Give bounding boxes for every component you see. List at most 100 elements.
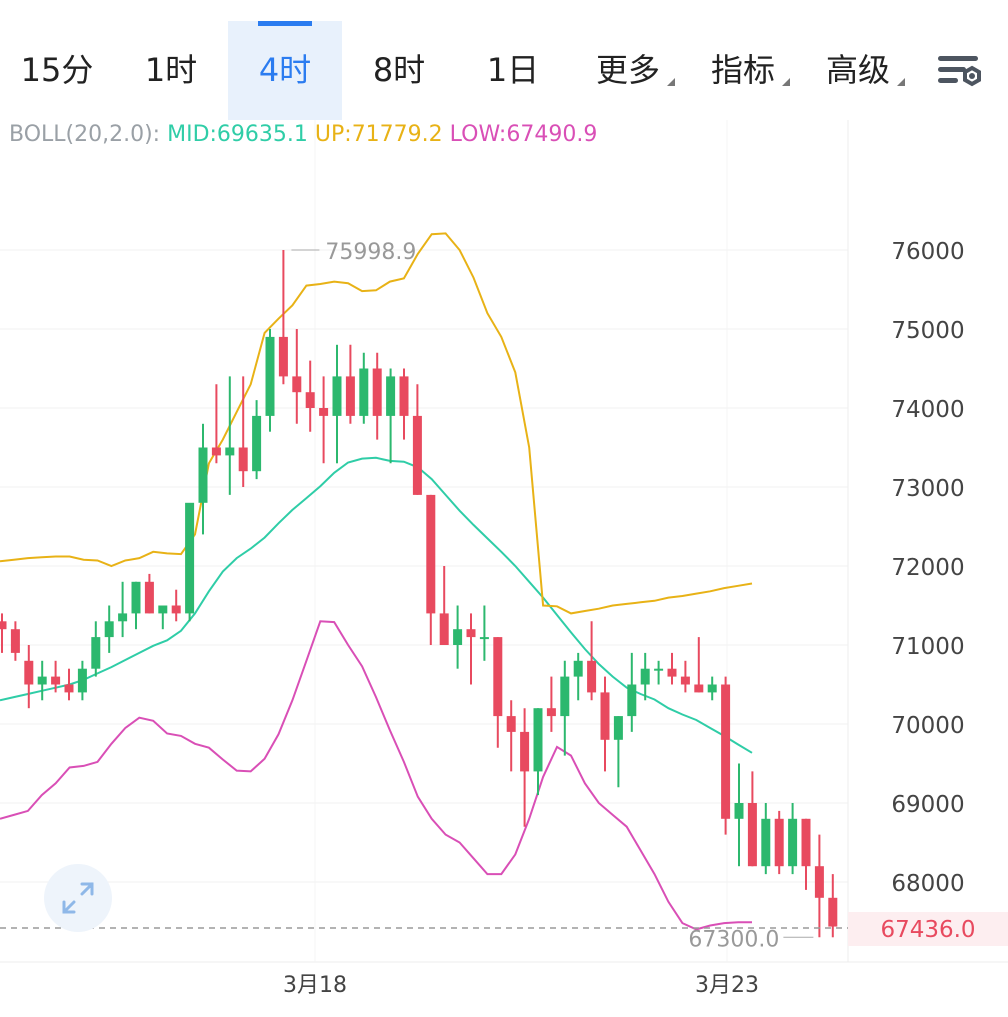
candle-body: [680, 676, 690, 685]
candle-body: [292, 376, 302, 393]
boll-name: BOLL(20,2.0):: [9, 122, 161, 147]
tab-label: 1日: [486, 51, 540, 89]
candle-body: [560, 676, 570, 717]
candle-body: [801, 818, 811, 867]
candle-body: [533, 708, 543, 772]
x-tick-label: 3月18: [283, 973, 347, 998]
candle-body: [238, 447, 248, 472]
tab-8h[interactable]: 8时: [342, 21, 456, 120]
dropdown-caret-icon: [897, 78, 905, 86]
chart-settings-icon[interactable]: [934, 50, 986, 90]
candle-body: [721, 684, 731, 819]
y-tick-label: 72000: [891, 555, 964, 581]
candle-body: [104, 621, 114, 638]
tab-4h[interactable]: 4时: [228, 21, 342, 120]
tab-label: 8时: [372, 51, 426, 89]
min-price-label: 67300.0: [688, 927, 779, 952]
candle-body: [412, 415, 422, 495]
candle-body: [627, 684, 637, 717]
candle-body: [828, 897, 838, 927]
tab-label: 更多: [595, 51, 660, 89]
candle-body: [225, 447, 235, 456]
candle-body: [788, 818, 798, 867]
boll-mid-value: MID:69635.1: [167, 122, 308, 147]
candle-body: [426, 494, 436, 614]
y-tick-label: 74000: [891, 397, 964, 423]
dropdown-caret-icon: [667, 78, 675, 86]
y-tick-label: 69000: [891, 792, 964, 818]
candlestick-chart[interactable]: 76000 75000 74000 73000 72000 71000 70000 69000…: [0, 120, 1008, 1017]
candle-body: [453, 629, 463, 645]
candle-body: [265, 336, 275, 416]
tab-label: 15分: [20, 51, 94, 89]
y-tick-label: 73000: [891, 476, 964, 502]
candle-body: [118, 613, 128, 622]
candle-body: [171, 605, 181, 614]
candle-body: [185, 502, 195, 614]
candle-body: [814, 866, 824, 898]
last-price-tag: [848, 912, 1008, 946]
candle-body: [91, 637, 101, 669]
tab-1h[interactable]: 1时: [114, 21, 228, 120]
axis-labels: 76000 75000 74000 73000 72000 71000 70000 69000…: [0, 239, 1008, 998]
tab-more[interactable]: 更多: [585, 21, 675, 120]
candle-body: [747, 803, 757, 867]
candle-body: [198, 447, 208, 503]
last-price-label: 67436.0: [880, 917, 975, 943]
candle-body: [439, 613, 449, 645]
candles: [0, 250, 838, 938]
candle-body: [600, 692, 610, 740]
max-price-label: 75998.9: [325, 240, 416, 265]
candle-body: [640, 668, 650, 685]
tab-indicators[interactable]: 指标: [700, 21, 790, 120]
candle-body: [667, 668, 677, 677]
candle-body: [158, 605, 168, 614]
candle-body: [573, 660, 583, 677]
candle-body: [10, 629, 20, 653]
candle-body: [278, 336, 288, 377]
candle-body: [386, 376, 396, 416]
candle-body: [506, 716, 516, 732]
candle-body: [37, 676, 47, 685]
candle-body: [546, 708, 556, 717]
tab-15min[interactable]: 15分: [0, 21, 114, 120]
bollinger-bands: [0, 232, 753, 931]
timeframe-toolbar: 15分 1时 4时 8时 1日 更多 指标 高级: [0, 0, 1008, 120]
y-tick-label: 68000: [891, 871, 964, 897]
candle-body: [64, 684, 74, 693]
tab-label: 4时: [258, 51, 312, 89]
boll-up-value: UP:71779.2: [314, 122, 443, 147]
boll-low-value: LOW:67490.9: [449, 122, 598, 147]
candle-body: [654, 668, 664, 671]
candle-body: [345, 376, 355, 416]
dropdown-caret-icon: [782, 78, 790, 86]
candle-body: [305, 392, 315, 408]
tab-1d[interactable]: 1日: [456, 21, 570, 120]
candle-body: [24, 660, 34, 685]
candle-body: [707, 684, 717, 693]
boll-indicator-legend: BOLL(20,2.0): MID:69635.1 UP:71779.2 LOW…: [9, 122, 597, 147]
candle-body: [399, 376, 409, 416]
candle-body: [131, 581, 141, 614]
tab-label: 1时: [144, 51, 198, 89]
y-tick-label: 70000: [891, 713, 964, 739]
candle-body: [613, 716, 623, 740]
expand-chart-button[interactable]: [44, 864, 112, 932]
x-tick-label: 3月23: [695, 973, 759, 998]
candle-body: [479, 637, 489, 640]
candle-body: [734, 803, 744, 819]
candle-body: [0, 621, 7, 630]
candle-body: [520, 731, 530, 772]
candle-body: [372, 368, 382, 416]
tab-label: 高级: [825, 51, 890, 89]
chart-grid: [0, 120, 1008, 963]
boll-mid-line: [0, 456, 753, 754]
candle-body: [466, 629, 476, 638]
boll-low-line: [0, 620, 753, 931]
candle-body: [761, 818, 771, 867]
candle-body: [51, 676, 61, 685]
tab-advanced[interactable]: 高级: [815, 21, 905, 120]
candle-body: [587, 660, 597, 693]
candle-body: [211, 447, 221, 456]
candle-body: [493, 637, 503, 717]
